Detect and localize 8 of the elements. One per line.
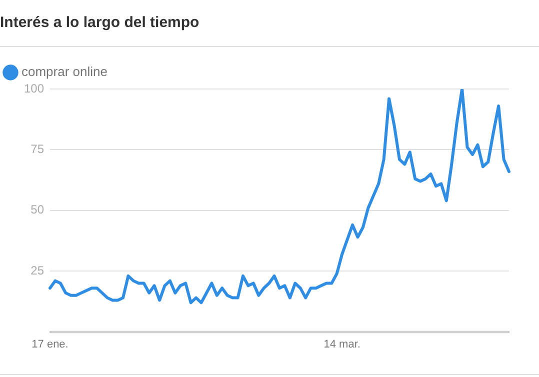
- x-tick-label: 17 ene.: [32, 338, 68, 350]
- legend-label: comprar online: [22, 64, 108, 80]
- y-tick-label: 75: [30, 142, 44, 156]
- chart-title: Interés a lo largo del tiempo: [0, 14, 200, 32]
- y-tick-label: 25: [30, 263, 44, 278]
- x-tick-label: 14 mar.: [324, 338, 360, 350]
- y-tick-label: 100: [24, 81, 44, 96]
- y-tick-label: 50: [30, 202, 44, 217]
